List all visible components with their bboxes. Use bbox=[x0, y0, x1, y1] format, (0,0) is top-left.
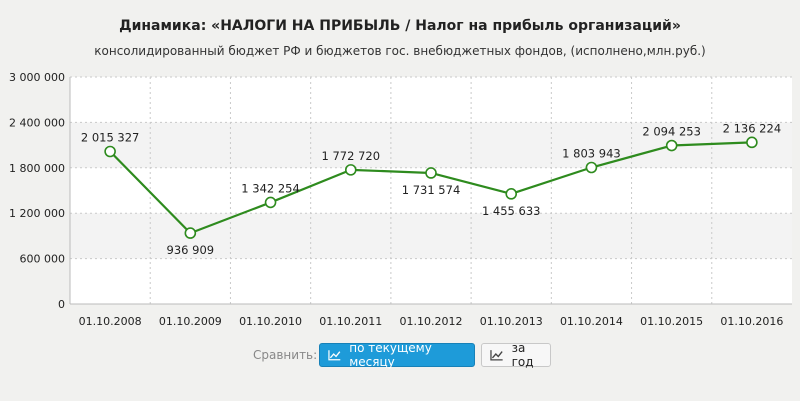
data-point[interactable] bbox=[746, 136, 758, 149]
data-point[interactable] bbox=[184, 227, 197, 239]
data-label: 1 772 720 bbox=[322, 149, 381, 163]
x-tick-label: 01.10.2014 bbox=[560, 315, 623, 328]
data-label: 1 803 943 bbox=[562, 147, 621, 161]
line-chart: 0 600 000 1 200 000 1 800 000 2 400 000 3 000… bbox=[9, 71, 792, 328]
x-tick-label: 01.10.2011 bbox=[319, 315, 382, 328]
y-tick-label: 2 400 000 bbox=[9, 116, 65, 129]
data-point[interactable] bbox=[104, 145, 116, 158]
x-tick-label: 01.10.2010 bbox=[239, 315, 302, 328]
x-tick-label: 01.10.2016 bbox=[720, 315, 783, 328]
data-label: 2 136 224 bbox=[723, 121, 782, 135]
y-tick-label: 1 800 000 bbox=[9, 162, 65, 175]
x-tick-label: 01.10.2015 bbox=[640, 315, 703, 328]
data-point[interactable] bbox=[264, 196, 277, 209]
data-label: 1 731 574 bbox=[402, 183, 461, 197]
data-label: 2 015 327 bbox=[81, 131, 140, 145]
y-tick-label: 0 bbox=[58, 298, 65, 311]
x-tick-label: 01.10.2013 bbox=[480, 315, 543, 328]
data-label: 1 455 633 bbox=[482, 204, 541, 218]
chart-title: Динамика: «НАЛОГИ НА ПРИБЫЛЬ / Налог на … bbox=[119, 18, 681, 34]
compare-current-month-button[interactable]: по текущему месяцу bbox=[319, 341, 475, 369]
data-point[interactable] bbox=[585, 161, 598, 174]
compare-bar: Сравнить: по текущему месяцу за год bbox=[0, 341, 800, 369]
x-tick-label: 01.10.2008 bbox=[79, 315, 142, 328]
y-tick-label: 600 000 bbox=[20, 253, 66, 266]
data-point[interactable] bbox=[344, 164, 357, 176]
x-tick-label: 01.10.2012 bbox=[400, 315, 463, 328]
data-point[interactable] bbox=[665, 139, 678, 152]
y-tick-label: 3 000 000 bbox=[9, 71, 65, 84]
data-label: 1 342 254 bbox=[241, 181, 300, 195]
data-point[interactable] bbox=[425, 167, 437, 179]
compare-year-label: за год bbox=[511, 341, 534, 369]
x-tick-label: 01.10.2009 bbox=[159, 315, 222, 328]
compare-year-button[interactable]: за год bbox=[481, 341, 551, 369]
data-point[interactable] bbox=[505, 188, 518, 200]
plot-area bbox=[70, 77, 792, 304]
chart-subtitle: консолидированный бюджет РФ и бюджетов г… bbox=[94, 44, 706, 58]
data-label: 936 909 bbox=[167, 243, 215, 257]
line-chart-icon bbox=[490, 350, 503, 361]
data-label: 2 094 253 bbox=[642, 125, 701, 139]
compare-label: Сравнить: bbox=[253, 348, 318, 362]
line-chart-icon bbox=[328, 350, 341, 361]
y-tick-label: 1 200 000 bbox=[9, 207, 65, 220]
compare-current-month-label: по текущему месяцу bbox=[349, 341, 432, 369]
